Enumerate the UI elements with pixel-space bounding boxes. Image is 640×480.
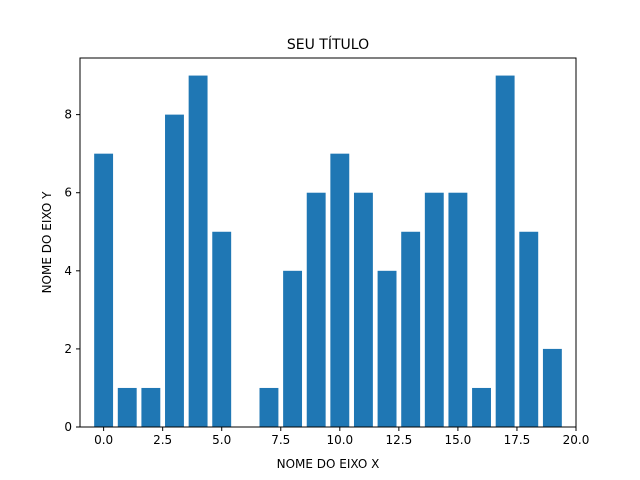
bar-17 [495, 75, 515, 428]
bar-5 [212, 231, 232, 427]
y-axis-label: NOME DO EIXO Y [40, 191, 54, 294]
bar-4 [188, 75, 208, 428]
chart-title: SEU TÍTULO [287, 36, 369, 53]
x-tick-label: 2.5 [153, 433, 172, 447]
bar-16 [472, 387, 491, 427]
bars-group [94, 75, 562, 428]
bar-13 [401, 231, 421, 427]
x-axis-ticks: 0.0 2.5 5.0 7.5 10.0 12.5 15.0 17.5 20.0 [94, 427, 589, 447]
x-axis-label: NOME DO EIXO X [277, 457, 380, 471]
x-tick-label: 7.5 [271, 433, 290, 447]
y-tick-label: 0 [64, 420, 72, 434]
bar-10 [330, 153, 350, 427]
x-tick-label: 10.0 [326, 433, 353, 447]
bar-15 [448, 192, 468, 427]
x-tick-label: 15.0 [445, 433, 472, 447]
bar-1 [117, 387, 137, 427]
bar-19 [542, 348, 562, 427]
y-tick-label: 2 [64, 342, 72, 356]
bar-2 [141, 387, 161, 427]
bar-8 [283, 270, 303, 427]
y-tick-label: 8 [64, 108, 72, 122]
y-axis-ticks: 0 2 4 6 8 [64, 108, 80, 434]
bar-18 [519, 231, 539, 427]
x-tick-label: 12.5 [385, 433, 412, 447]
bar-0 [94, 153, 114, 427]
bar-7 [259, 387, 279, 427]
y-tick-label: 6 [64, 186, 72, 200]
bar-12 [377, 270, 397, 427]
y-tick-label: 4 [64, 264, 72, 278]
bar-14 [424, 192, 444, 427]
bar-11 [353, 192, 373, 427]
axes-frame [79, 57, 577, 428]
x-tick-label: 0.0 [94, 433, 113, 447]
x-tick-label: 20.0 [563, 433, 590, 447]
bar-3 [165, 114, 184, 427]
bar-9 [306, 192, 326, 427]
x-tick-label: 5.0 [212, 433, 231, 447]
x-tick-label: 17.5 [504, 433, 531, 447]
